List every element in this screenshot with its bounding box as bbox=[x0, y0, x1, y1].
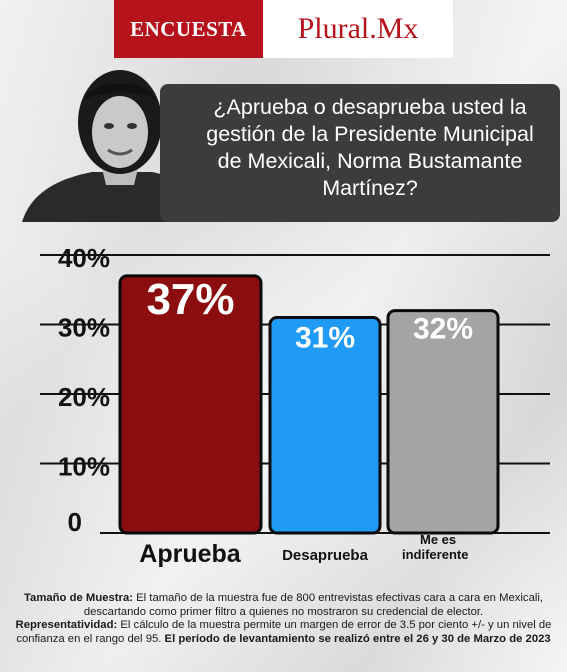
y-tick-label: 0 bbox=[68, 507, 82, 537]
y-tick-label: 30% bbox=[58, 313, 110, 343]
bar bbox=[386, 309, 500, 535]
bar-value-label: 32% bbox=[413, 313, 473, 346]
approval-bar-chart: 0 10% 20% 30% 40% 37% 31% 32% Aprueba Desaprueb… bbox=[40, 243, 550, 568]
representativeness-text: El cálculo de la muestra permite un marg… bbox=[16, 619, 552, 645]
survey-period-text: El período de levantamiento se realizó e… bbox=[161, 632, 551, 645]
category-label-line: indiferente bbox=[402, 547, 468, 562]
header-banner: ENCUESTA Plural.Mx bbox=[114, 0, 453, 58]
brand-logo: Plural.Mx bbox=[263, 0, 453, 58]
question-box: ¿Aprueba o desaprueba usted la gestión d… bbox=[160, 84, 560, 222]
bar-value-label: 31% bbox=[295, 322, 355, 355]
representativeness-label: Representatividad: bbox=[15, 619, 118, 632]
category-label: Aprueba bbox=[139, 540, 242, 568]
footnote: Tamaño de Muestra: El tamaño de la muest… bbox=[12, 592, 555, 646]
y-tick-label: 20% bbox=[58, 382, 110, 412]
category-label-line: Me es bbox=[420, 532, 456, 547]
bar-value-label: 37% bbox=[146, 275, 234, 324]
bar bbox=[118, 274, 263, 535]
question-text: ¿Aprueba o desaprueba usted la gestión d… bbox=[206, 95, 534, 200]
category-label: Me es indiferente bbox=[402, 532, 468, 562]
encuesta-label: ENCUESTA bbox=[114, 0, 263, 58]
y-tick-label: 10% bbox=[58, 452, 110, 482]
sample-size-text: El tamaño de la muestra fue de 800 entre… bbox=[83, 592, 544, 618]
bar bbox=[268, 316, 382, 535]
category-label: Desaprueba bbox=[282, 547, 369, 564]
y-tick-label: 40% bbox=[58, 243, 110, 273]
sample-size-label: Tamaño de Muestra: bbox=[23, 592, 133, 604]
